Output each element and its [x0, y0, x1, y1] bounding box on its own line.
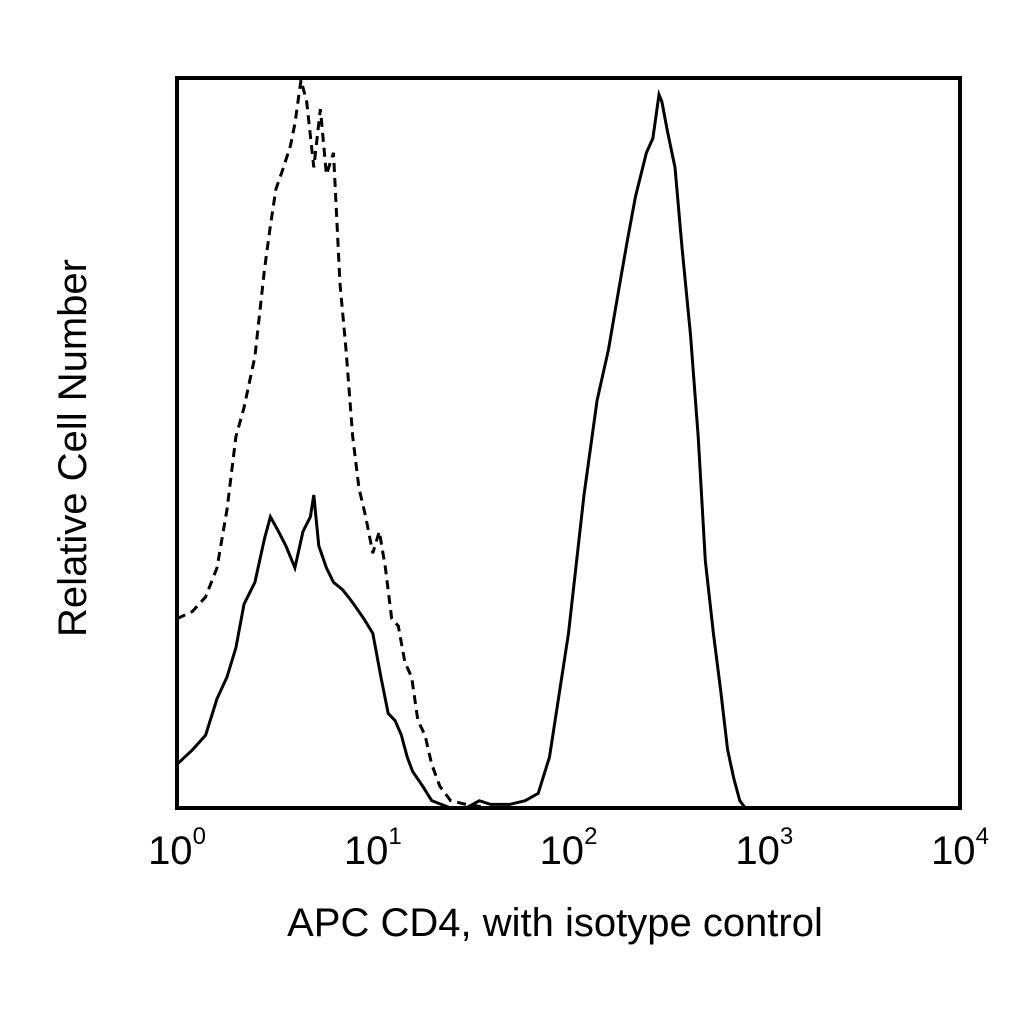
x-tick-label: 100	[148, 823, 206, 873]
x-axis-label: APC CD4, with isotype control	[287, 901, 823, 945]
x-tick-label: 101	[344, 823, 402, 873]
series-layer	[175, 79, 747, 810]
x-tick-label: 104	[931, 823, 989, 873]
x-tick-labels: 100 101 102 103 104	[148, 823, 989, 873]
x-tick-label: 102	[540, 823, 598, 873]
histogram-series-solid	[175, 88, 747, 810]
histogram-series-dashed	[176, 79, 491, 810]
x-tick-label: 103	[735, 823, 793, 873]
plot-frame	[175, 76, 962, 810]
y-axis-label: Relative Cell Number	[51, 259, 95, 637]
